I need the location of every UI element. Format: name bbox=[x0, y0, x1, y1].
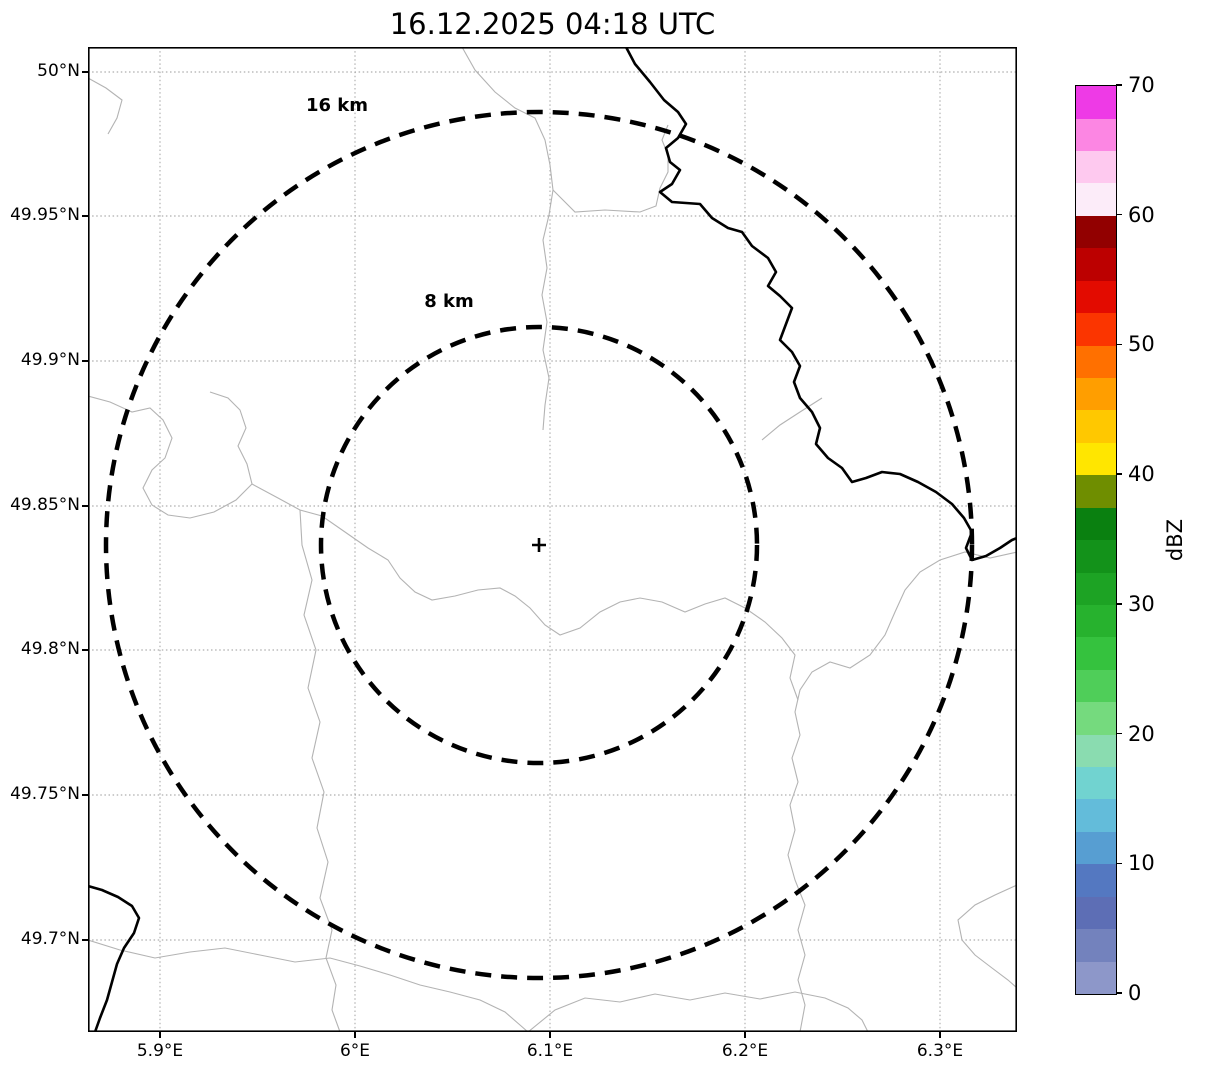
colorbar-segment bbox=[1076, 313, 1116, 346]
colorbar-segment bbox=[1076, 345, 1116, 378]
colorbar-segment bbox=[1076, 896, 1116, 930]
colorbar-tick bbox=[1116, 343, 1122, 346]
colorbar-segment bbox=[1076, 572, 1116, 605]
colorbar-segment bbox=[1076, 831, 1116, 865]
colorbar-tick-label: 60 bbox=[1128, 202, 1155, 227]
map-plot-area: 16 km 8 km 5.9°E 6°E 6.1°E 6.2°E 6.3°E 50°N 49… bbox=[10, 47, 1017, 1061]
colorbar-segment bbox=[1076, 151, 1116, 184]
colorbar-segment bbox=[1076, 767, 1116, 800]
colorbar-segment bbox=[1076, 864, 1116, 897]
colorbar-group: 0 10 20 30 40 50 60 70 bbox=[1075, 73, 1205, 1005]
colorbar-segment bbox=[1076, 929, 1116, 962]
colorbar-tick bbox=[1116, 862, 1122, 864]
colorbar-tick-label: 30 bbox=[1128, 591, 1155, 616]
x-tick-label: 6°E bbox=[339, 1041, 371, 1061]
colorbar-segment bbox=[1076, 799, 1116, 832]
y-tick-label: 49.7°N bbox=[20, 929, 80, 949]
colorbar-tick bbox=[1116, 473, 1122, 475]
y-axis-tick bbox=[82, 360, 88, 362]
colorbar-tick-label: 70 bbox=[1128, 73, 1155, 97]
colorbar-tick-label: 40 bbox=[1128, 462, 1155, 487]
range-ring-label-16km: 16 km bbox=[305, 95, 369, 116]
range-ring-label-8km: 8 km bbox=[424, 291, 474, 312]
colorbar-segment bbox=[1076, 507, 1116, 541]
colorbar-segment bbox=[1076, 118, 1116, 152]
admin-border-line bbox=[527, 991, 869, 1032]
colorbar-tick bbox=[1116, 992, 1122, 994]
colorbar-segment bbox=[1076, 280, 1116, 314]
y-tick-label: 49.85°N bbox=[10, 495, 80, 515]
colorbar-segment bbox=[1076, 540, 1116, 573]
admin-border-line bbox=[88, 391, 253, 519]
colorbar-segment bbox=[1076, 669, 1116, 703]
range-ring-8km bbox=[318, 324, 760, 766]
x-axis-tick bbox=[159, 1032, 161, 1038]
colorbar-tick bbox=[1116, 84, 1122, 86]
y-tick-label: 49.9°N bbox=[20, 350, 80, 370]
x-axis-tick bbox=[744, 1032, 746, 1038]
y-axis-tick bbox=[82, 939, 88, 941]
admin-border-line bbox=[761, 397, 823, 441]
colorbar-segment bbox=[1076, 475, 1116, 508]
colorbar-segment bbox=[1076, 442, 1116, 476]
x-tick-label: 6.3°E bbox=[916, 1041, 964, 1061]
y-tick-label: 50°N bbox=[37, 61, 80, 81]
admin-border-line bbox=[88, 939, 529, 1032]
y-axis-tick bbox=[82, 215, 88, 217]
x-tick-label: 5.9°E bbox=[136, 1041, 184, 1061]
colorbar-segment bbox=[1076, 734, 1116, 768]
colorbar-segment bbox=[1076, 377, 1116, 411]
radar-site-marker bbox=[532, 538, 546, 552]
figure-title: 16.12.2025 04:18 UTC bbox=[389, 7, 716, 41]
river-line bbox=[88, 884, 141, 1032]
colorbar-segment bbox=[1076, 637, 1116, 670]
y-tick-label: 49.75°N bbox=[10, 784, 80, 804]
colorbar-segment bbox=[1076, 702, 1116, 735]
admin-border-line bbox=[787, 551, 1017, 1032]
colorbar-segment bbox=[1076, 248, 1116, 281]
colorbar-tick bbox=[1116, 603, 1122, 605]
colorbar-unit-label: dBZ bbox=[1163, 518, 1187, 562]
admin-border-line bbox=[299, 509, 341, 1032]
colorbar-tick-label: 0 bbox=[1128, 981, 1142, 1005]
plot-frame bbox=[88, 47, 1017, 1032]
admin-border-line bbox=[251, 483, 799, 701]
x-tick-label: 6.2°E bbox=[721, 1041, 769, 1061]
y-tick-label: 49.8°N bbox=[20, 639, 80, 659]
colorbar-segment bbox=[1076, 410, 1116, 443]
map-canvas bbox=[88, 47, 1017, 1032]
colorbar-tick-label: 20 bbox=[1128, 721, 1155, 746]
colorbar-bar bbox=[1075, 85, 1117, 995]
colorbar-tick bbox=[1116, 214, 1122, 216]
colorbar-segment bbox=[1076, 604, 1116, 638]
y-axis-tick bbox=[82, 505, 88, 507]
y-axis-tick bbox=[82, 71, 88, 73]
x-axis-tick bbox=[549, 1032, 551, 1038]
river-line bbox=[624, 47, 1017, 562]
admin-border-line bbox=[957, 884, 1017, 989]
y-axis-tick bbox=[82, 649, 88, 651]
colorbar-tick-label: 50 bbox=[1128, 332, 1155, 357]
admin-border-line bbox=[461, 47, 554, 431]
admin-border-line bbox=[552, 124, 669, 213]
admin-border-line bbox=[88, 77, 123, 135]
x-axis-tick bbox=[939, 1032, 941, 1038]
colorbar-segment bbox=[1076, 183, 1116, 216]
y-axis-tick bbox=[82, 794, 88, 796]
y-tick-label: 49.95°N bbox=[10, 205, 80, 225]
x-axis-tick bbox=[354, 1032, 356, 1038]
colorbar-segment bbox=[1076, 86, 1116, 119]
colorbar-segment bbox=[1076, 215, 1116, 249]
colorbar-tick bbox=[1116, 732, 1122, 735]
colorbar-segment bbox=[1076, 961, 1116, 994]
range-ring-16km bbox=[103, 109, 975, 981]
x-tick-label: 6.1°E bbox=[526, 1041, 574, 1061]
colorbar-tick-label: 10 bbox=[1128, 851, 1155, 876]
